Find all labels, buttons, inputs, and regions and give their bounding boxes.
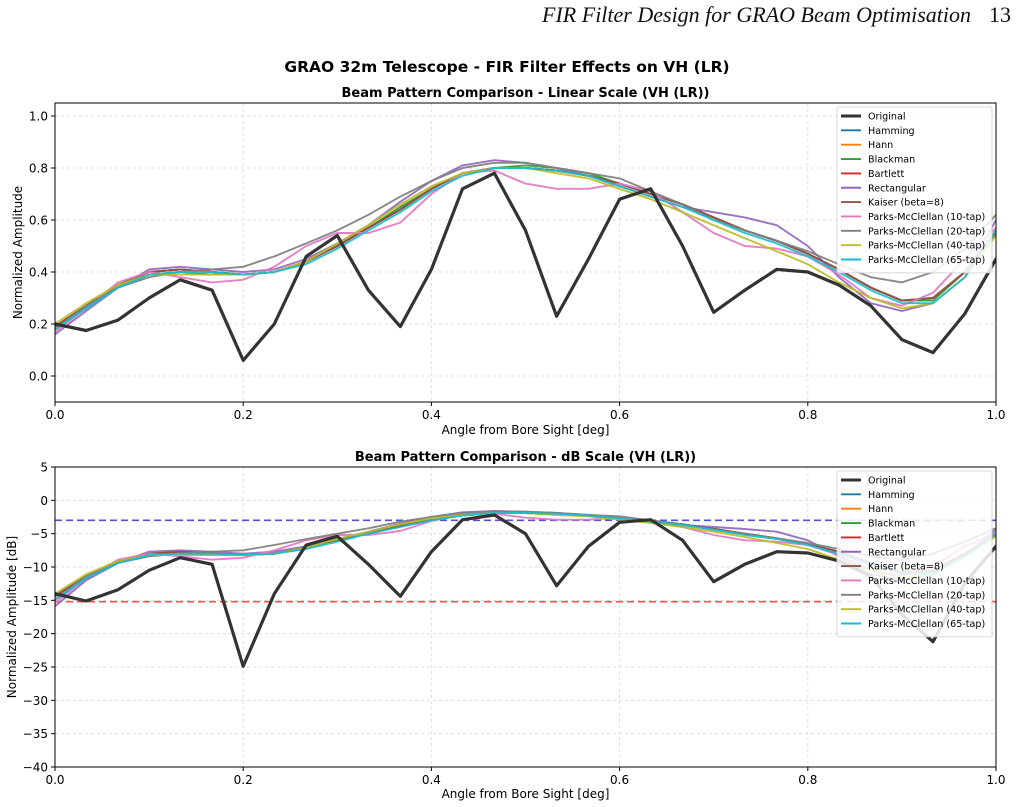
legend-entry: Hann [868, 504, 893, 515]
x-tick-label: 0.6 [610, 773, 629, 787]
y-tick-label: 0.8 [29, 162, 48, 176]
x-tick-label: 0.2 [234, 408, 253, 422]
x-tick-label: 0.2 [234, 773, 253, 787]
legend-entry: Bartlett [868, 533, 904, 544]
chart-title: Beam Pattern Comparison - Linear Scale (… [342, 86, 710, 101]
y-tick-label: 1.0 [29, 110, 48, 124]
legend-entry: Parks-McClellan (65-tap) [868, 255, 985, 266]
axes-frame [54, 102, 997, 403]
chart-title: Beam Pattern Comparison - dB Scale (VH (… [355, 450, 696, 465]
legend-entry: Hamming [868, 126, 915, 137]
x-tick-label: 0.4 [422, 773, 441, 787]
y-tick-label: −25 [23, 661, 48, 675]
y-tick-label: −35 [23, 727, 48, 741]
legend-box [836, 106, 993, 274]
legend-entry: Blackman [868, 155, 915, 166]
y-axis-label: Normalized Amplitude [dB] [5, 536, 19, 698]
y-tick-label: −30 [23, 694, 48, 708]
y-tick-label: 0 [40, 494, 48, 508]
page-number: 13 [989, 2, 1011, 27]
legend-entry: Hamming [868, 490, 915, 501]
series-line-parks-mcclellan-10-tap [55, 169, 996, 333]
chart-panel-1: 0.0 0.2 0.4 0.6 0.8 1.0 0.0 0.2 0.4 0.6 0.8 1.0 Beam… [11, 86, 1006, 437]
x-tick-label: 0.0 [45, 773, 64, 787]
series-line-original [55, 171, 996, 362]
legend-entry: Parks-McClellan (20-tap) [868, 590, 985, 601]
x-axis-label: Angle from Bore Sight [deg] [442, 423, 610, 437]
x-tick-label: 1.0 [986, 773, 1005, 787]
y-tick-label: 5 [40, 461, 48, 475]
page-header: FIR Filter Design for GRAO Beam Optimisa… [542, 2, 1011, 28]
y-tick-label: 0.2 [29, 318, 48, 332]
legend-entry: Kaiser (beta=8) [868, 562, 944, 573]
legend-entry: Rectangular [868, 183, 926, 194]
legend-entry: Parks-McClellan (20-tap) [868, 226, 985, 237]
x-tick-label: 0.6 [610, 408, 629, 422]
legend-entry: Bartlett [868, 169, 904, 180]
legend-entry: Parks-McClellan (40-tap) [868, 605, 985, 616]
x-tick-label: 1.0 [986, 408, 1005, 422]
y-tick-label: −15 [23, 594, 48, 608]
legend-entry: Parks-McClellan (65-tap) [868, 619, 985, 630]
x-tick-label: 0.0 [45, 408, 64, 422]
legend-entry: Parks-McClellan (10-tap) [868, 576, 985, 587]
figure-suptitle: GRAO 32m Telescope - FIR Filter Effects … [284, 58, 729, 76]
y-tick-label: −40 [23, 761, 48, 775]
chart-panel-2: 0.0 0.2 0.4 0.6 0.8 1.0 5 0 −5 −10 −15 −20 −25 −30 −35… [5, 450, 1006, 801]
y-tick-label: −5 [30, 527, 48, 541]
legend-entry: Parks-McClellan (40-tap) [868, 241, 985, 252]
legend-entry: Kaiser (beta=8) [868, 198, 944, 209]
x-tick-label: 0.8 [798, 773, 817, 787]
y-tick-label: 0.6 [29, 214, 48, 228]
legend-entry: Original [868, 112, 906, 123]
axes-frame [54, 466, 997, 768]
x-axis-label: Angle from Bore Sight [deg] [442, 787, 610, 801]
running-title: FIR Filter Design for GRAO Beam Optimisa… [542, 2, 971, 27]
legend-entry: Hann [868, 140, 893, 151]
x-tick-label: 0.8 [798, 408, 817, 422]
legend-box [836, 470, 993, 638]
y-axis-label: Normalized Amplitude [11, 186, 25, 319]
legend: Original Hamming Hann Blackman Bartlett Recta… [836, 470, 993, 638]
legend-entry: Rectangular [868, 547, 926, 558]
legend-entry: Original [868, 476, 906, 487]
legend-entry: Blackman [868, 519, 915, 530]
legend: Original Hamming Hann Blackman Bartlett Recta… [836, 106, 993, 274]
y-tick-label: 0.4 [29, 266, 48, 280]
y-tick-label: −20 [23, 627, 48, 641]
y-tick-label: −10 [23, 561, 48, 575]
x-tick-label: 0.4 [422, 408, 441, 422]
legend-entry: Parks-McClellan (10-tap) [868, 212, 985, 223]
y-tick-label: 0.0 [29, 370, 48, 384]
